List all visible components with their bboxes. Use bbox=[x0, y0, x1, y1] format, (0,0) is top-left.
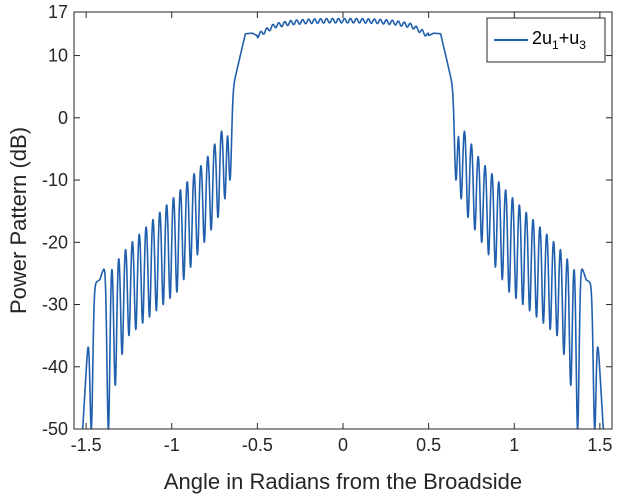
y-tick-label: 10 bbox=[48, 46, 68, 66]
legend-entry-base: 2u bbox=[532, 28, 552, 48]
legend-entry-sub2: 3 bbox=[579, 38, 586, 52]
x-tick-label: -1 bbox=[164, 435, 180, 455]
x-tick-label: -0.5 bbox=[242, 435, 273, 455]
y-tick-label: -20 bbox=[42, 232, 68, 252]
legend-entry-label: 2u1+u3 bbox=[532, 28, 586, 52]
legend-entry-plus: +u bbox=[559, 28, 580, 48]
plot-background bbox=[74, 12, 612, 429]
y-tick-label: 17 bbox=[48, 2, 68, 22]
series-layer bbox=[81, 17, 605, 430]
y-tick-labels: -50 -40 -30 -20 -10 0 10 17 bbox=[42, 2, 68, 439]
axis-ticks bbox=[74, 11, 612, 430]
x-tick-label: 0.5 bbox=[416, 435, 441, 455]
y-tick-label: 0 bbox=[58, 108, 68, 128]
y-tick-label: -50 bbox=[42, 419, 68, 439]
x-tick-label: 0 bbox=[338, 435, 348, 455]
series-line-2u1-u3 bbox=[81, 17, 605, 430]
plot-area bbox=[74, 12, 612, 429]
x-tick-label: 1.5 bbox=[587, 435, 612, 455]
y-tick-label: -10 bbox=[42, 170, 68, 190]
legend-entry-sub1: 1 bbox=[552, 38, 559, 52]
x-tick-label: -1.5 bbox=[71, 435, 102, 455]
y-tick-label: -40 bbox=[42, 357, 68, 377]
x-tick-label: 1 bbox=[509, 435, 519, 455]
y-tick-label: -30 bbox=[42, 295, 68, 315]
x-tick-labels: -1.5 -1 -0.5 0 0.5 1 1.5 bbox=[71, 435, 613, 455]
y-axis-label: Power Pattern (dB) bbox=[6, 127, 31, 314]
x-axis-label: Angle in Radians from the Broadside bbox=[164, 469, 522, 494]
legend: 2u1+u3 bbox=[486, 17, 606, 63]
